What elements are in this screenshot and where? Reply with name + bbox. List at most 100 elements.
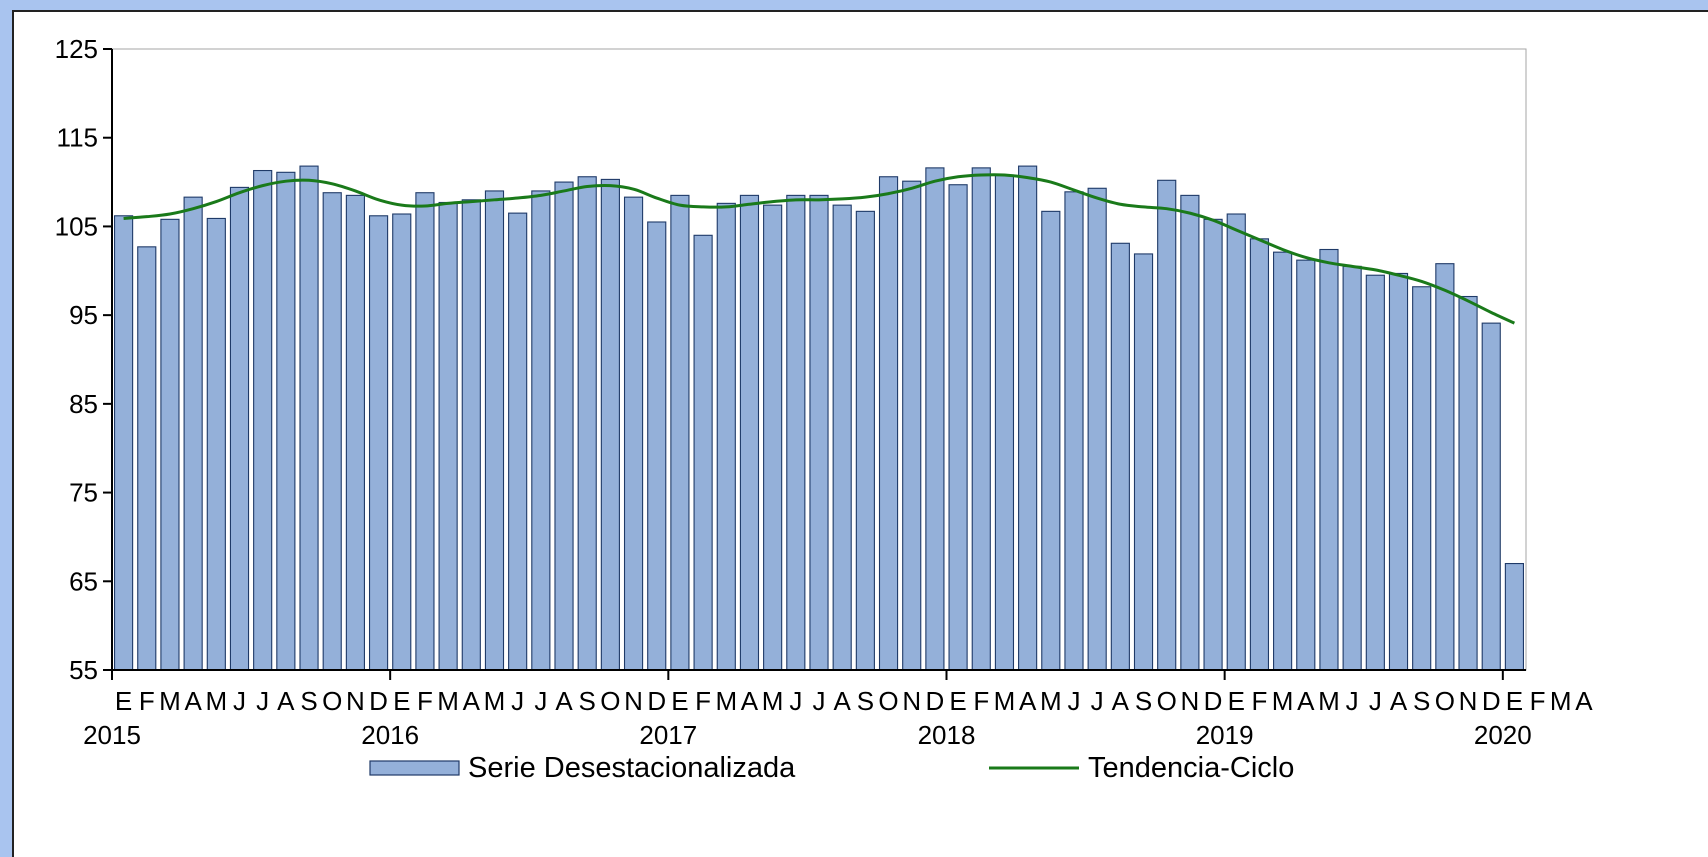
x-month-label: N <box>346 686 365 716</box>
bar-series <box>113 165 1525 671</box>
x-month-label: N <box>1459 686 1478 716</box>
bar <box>229 186 250 671</box>
bar <box>1180 194 1200 671</box>
x-month-label: J <box>233 686 246 716</box>
x-month-label: M <box>159 686 181 716</box>
x-year-label: 2020 <box>1474 720 1532 750</box>
x-month-label: A <box>1390 686 1408 716</box>
x-month-label: N <box>1180 686 1199 716</box>
bar <box>1412 286 1432 671</box>
bar <box>160 218 180 671</box>
bar <box>531 190 551 671</box>
x-month-label: M <box>1272 686 1294 716</box>
y-tick-label: 105 <box>55 211 98 241</box>
x-month-label: D <box>1204 686 1223 716</box>
bar <box>1319 248 1339 671</box>
x-month-label: O <box>322 686 342 716</box>
x-month-label: M <box>1318 686 1340 716</box>
x-month-label: F <box>973 686 989 716</box>
x-month-label: J <box>1346 686 1359 716</box>
bar <box>1481 322 1501 671</box>
bar <box>693 234 713 671</box>
bar <box>1087 187 1107 671</box>
x-month-label: M <box>994 686 1016 716</box>
bar <box>1504 562 1525 671</box>
trend-series <box>123 173 1516 325</box>
bar <box>137 246 157 671</box>
x-month-label: S <box>300 686 317 716</box>
bar <box>1064 191 1084 671</box>
x-month-label: D <box>647 686 666 716</box>
bar <box>878 176 899 671</box>
bar <box>253 169 273 671</box>
x-month-label: E <box>1228 686 1245 716</box>
x-month-label: N <box>624 686 643 716</box>
bar <box>948 184 968 671</box>
bar <box>484 190 505 671</box>
x-month-label: O <box>1157 686 1177 716</box>
x-month-label: A <box>463 686 481 716</box>
x-month-label: J <box>511 686 524 716</box>
legend-label-line: Tendencia-Ciclo <box>1088 752 1294 784</box>
x-year-label: 2019 <box>1196 720 1254 750</box>
x-month-label: F <box>139 686 155 716</box>
x-month-label: M <box>205 686 227 716</box>
y-tick-label: 65 <box>69 566 98 596</box>
x-month-label: F <box>417 686 433 716</box>
x-month-label: J <box>1091 686 1104 716</box>
x-month-label: A <box>741 686 759 716</box>
x-month-label: J <box>1067 686 1080 716</box>
bar <box>438 201 458 671</box>
bar <box>809 194 829 671</box>
y-tick-label: 125 <box>55 34 98 64</box>
bar <box>554 181 574 671</box>
bar <box>1388 272 1409 671</box>
bar <box>1273 251 1293 671</box>
x-month-label: F <box>695 686 711 716</box>
bar <box>647 221 667 671</box>
x-month-label: D <box>926 686 945 716</box>
bar <box>971 167 991 671</box>
y-tick-label: 95 <box>69 300 98 330</box>
x-month-label: M <box>762 686 784 716</box>
bar <box>1365 274 1385 671</box>
bar <box>577 176 597 671</box>
legend: Serie Desestacionalizada Tendencia-Ciclo <box>369 752 1294 784</box>
y-tick-label: 75 <box>69 478 98 508</box>
bar <box>276 171 296 671</box>
x-month-label: A <box>1297 686 1315 716</box>
legend-swatch-bar <box>369 760 460 776</box>
x-month-label: N <box>902 686 921 716</box>
bar <box>1249 238 1270 671</box>
bar <box>739 194 760 671</box>
x-month-label: D <box>1482 686 1501 716</box>
x-month-label: E <box>671 686 688 716</box>
x-month-label: O <box>1435 686 1455 716</box>
bar <box>1110 242 1130 671</box>
bar <box>508 212 528 671</box>
bar <box>925 167 945 671</box>
bar <box>299 165 319 671</box>
x-month-label: M <box>1040 686 1062 716</box>
bar <box>1157 179 1177 671</box>
x-month-label: J <box>534 686 547 716</box>
y-axis: 125 115 105 95 85 75 65 55 <box>55 34 113 685</box>
x-month-label: A <box>277 686 295 716</box>
bar <box>994 174 1015 671</box>
x-month-label: O <box>600 686 620 716</box>
x-month-label: E <box>1506 686 1523 716</box>
x-month-label: M <box>484 686 506 716</box>
bar <box>855 210 875 671</box>
x-month-label: J <box>1369 686 1382 716</box>
x-month-label: J <box>256 686 269 716</box>
bar <box>1458 295 1478 671</box>
x-month-label: J <box>789 686 802 716</box>
x-month-label: F <box>1251 686 1267 716</box>
bar <box>322 192 342 671</box>
bar <box>415 192 435 671</box>
trend-line <box>123 173 1516 325</box>
x-month-label: A <box>834 686 852 716</box>
x-year-label: 2015 <box>83 720 141 750</box>
